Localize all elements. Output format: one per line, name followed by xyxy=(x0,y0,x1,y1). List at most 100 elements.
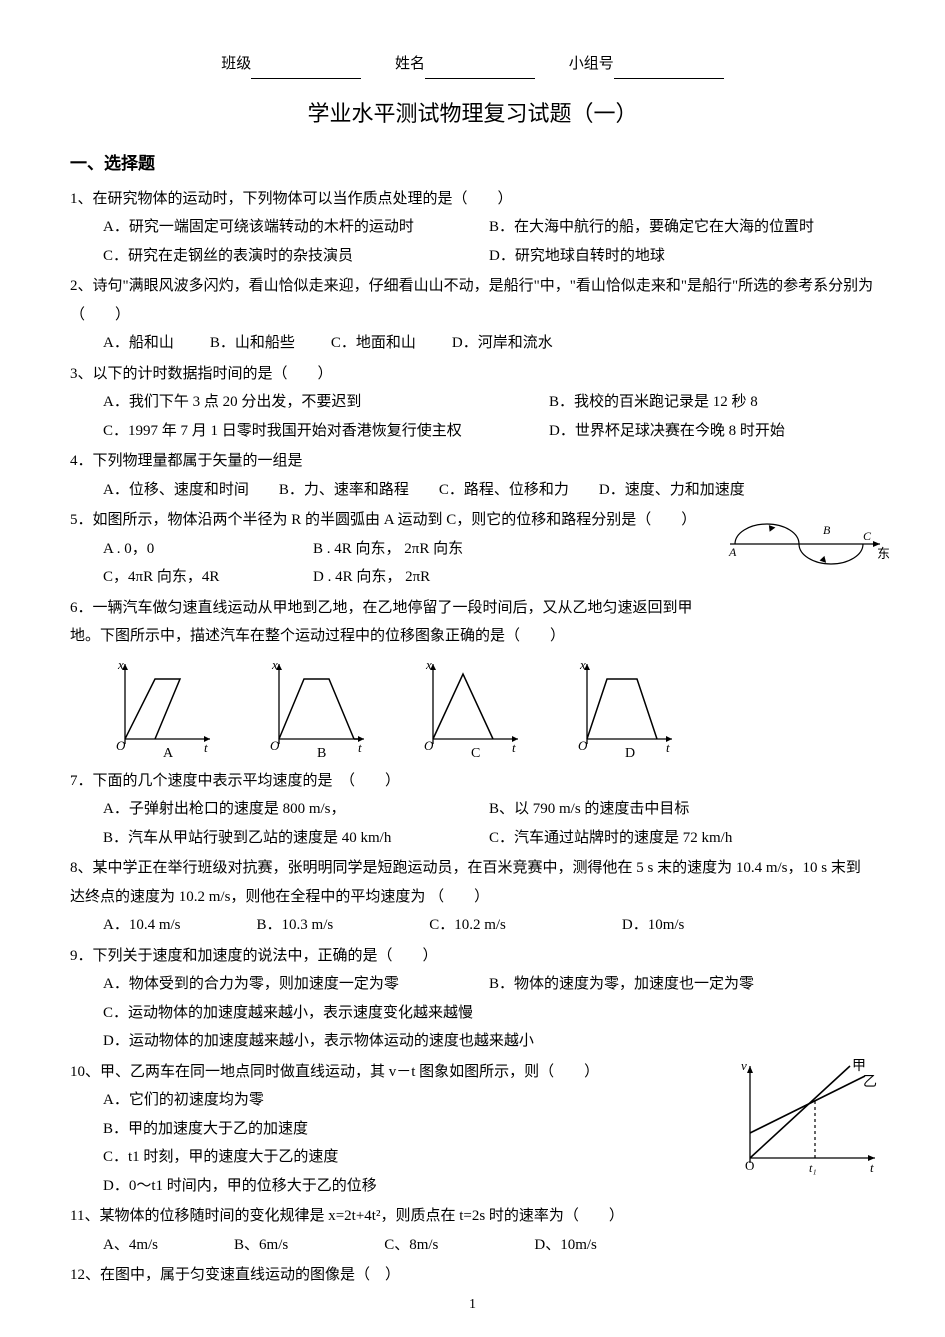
q6-stem: 6．一辆汽车做匀速直线运动从甲地到乙地，在乙地停留了一段时间后，又从乙地匀速返回… xyxy=(70,594,875,651)
question-2: 2、诗句"满眼风波多闪灼，看山恰似走来迎，仔细看山山不动，是船行"中，"看山恰似… xyxy=(70,272,875,358)
name-label: 姓名 xyxy=(395,56,425,72)
svg-text:A: A xyxy=(163,746,174,761)
q5-opt-a: A . 0，0 xyxy=(103,535,313,564)
page-number: 1 xyxy=(0,1292,945,1319)
q12-stem: 12、在图中，属于匀变速直线运动的图像是（ ） xyxy=(70,1261,875,1290)
q5-figure: A B C 东 xyxy=(725,514,895,574)
class-label: 班级 xyxy=(221,56,251,72)
q6-graph-a: x O t A xyxy=(110,659,220,759)
q9-options: A．物体受到的合力为零，则加速度一定为零 B．物体的速度为零，加速度也一定为零 … xyxy=(70,970,875,1056)
question-8: 8、某中学正在举行班级对抗赛，张明明同学是短跑运动员，在百米竞赛中，测得他在 5… xyxy=(70,854,875,940)
q11-opt-c: C、8m/s xyxy=(384,1231,438,1260)
question-7: 7．下面的几个速度中表示平均速度的是 （ ） A．子弹射出枪口的速度是 800 … xyxy=(70,767,875,853)
q1-opt-b: B．在大海中航行的船，要确定它在大海的位置时 xyxy=(489,213,875,242)
q6-graph-b: x O t B xyxy=(264,659,374,759)
q7-opt-c: B．汽车从甲站行驶到乙站的速度是 40 km/h xyxy=(103,824,489,853)
q10-opt-d: D．0～t1 时间内，甲的位移大于乙的位移 xyxy=(103,1172,715,1201)
q7-options: A．子弹射出枪口的速度是 800 m/s， B、以 790 m/s 的速度击中目… xyxy=(70,795,875,852)
q10-opt-c: C．t1 时刻，甲的速度大于乙的速度 xyxy=(103,1143,715,1172)
q1-opt-a: A．研究一端固定可绕该端转动的木杆的运动时 xyxy=(103,213,489,242)
question-12: 12、在图中，属于匀变速直线运动的图像是（ ） xyxy=(70,1261,875,1290)
q5-dir: 东 xyxy=(877,546,890,561)
q3-options: A．我们下午 3 点 20 分出发，不要迟到 B．我校的百米跑记录是 12 秒 … xyxy=(70,388,875,445)
q3-opt-c: C．1997 年 7 月 1 日零时我国开始对香港恢复行使主权 xyxy=(103,417,489,446)
q1-options: A．研究一端固定可绕该端转动的木杆的运动时 B．在大海中航行的船，要确定它在大海… xyxy=(70,213,875,270)
svg-text:O: O xyxy=(578,738,588,753)
q11-options: A、4m/s B、6m/s C、8m/s D、10m/s xyxy=(70,1231,875,1260)
svg-text:v: v xyxy=(741,1058,747,1073)
name-blank xyxy=(425,78,535,79)
question-6: 6．一辆汽车做匀速直线运动从甲地到乙地，在乙地停留了一段时间后，又从乙地匀速返回… xyxy=(70,594,875,759)
svg-text:t: t xyxy=(870,1160,874,1175)
q4-options: A．位移、速度和时间 B．力、速率和路程 C．路程、位移和力 D．速度、力和加速… xyxy=(70,476,875,505)
q4-opt-a: A．位移、速度和时间 xyxy=(103,476,249,505)
q10-opt-b: B．甲的加速度大于乙的加速度 xyxy=(103,1115,715,1144)
q6-graphs: x O t A x O t B x O t C xyxy=(110,659,875,759)
q2-opt-b: B．山和船些 xyxy=(210,329,295,358)
svg-text:t: t xyxy=(358,740,362,755)
q9-opt-c: C．运动物体的加速度越来越小，表示速度变化越来越慢 xyxy=(103,999,875,1028)
question-10: 10、甲、乙两车在同一地点同时做直线运动，其 v－t 图象如图所示，则（ ） A… xyxy=(70,1058,875,1201)
q2-opt-d: D．河岸和流水 xyxy=(452,329,553,358)
q9-opt-a: A．物体受到的合力为零，则加速度一定为零 xyxy=(103,970,489,999)
q4-stem: 4．下列物理量都属于矢量的一组是 xyxy=(70,447,875,476)
question-3: 3、以下的计时数据指时间的是（ ） A．我们下午 3 点 20 分出发，不要迟到… xyxy=(70,360,875,446)
svg-text:t₁: t₁ xyxy=(809,1161,817,1175)
svg-text:O: O xyxy=(424,738,434,753)
question-11: 11、某物体的位移随时间的变化规律是 x=2t+4t²，则质点在 t=2s 时的… xyxy=(70,1202,875,1259)
q9-stem: 9．下列关于速度和加速度的说法中，正确的是（ ） xyxy=(70,942,875,971)
question-9: 9．下列关于速度和加速度的说法中，正确的是（ ） A．物体受到的合力为零，则加速… xyxy=(70,942,875,1056)
q6-graph-c: x O t C xyxy=(418,659,528,759)
q5-pt-c: C xyxy=(863,529,872,543)
svg-text:甲: 甲 xyxy=(852,1059,866,1074)
q11-opt-d: D、10m/s xyxy=(534,1231,597,1260)
svg-text:O: O xyxy=(116,738,126,753)
group-blank xyxy=(614,78,724,79)
q7-opt-a: A．子弹射出枪口的速度是 800 m/s， xyxy=(103,795,489,824)
q4-opt-b: B．力、速率和路程 xyxy=(279,476,409,505)
q4-opt-c: C．路程、位移和力 xyxy=(439,476,569,505)
q8-stem: 8、某中学正在举行班级对抗赛，张明明同学是短跑运动员，在百米竞赛中，测得他在 5… xyxy=(70,854,875,911)
q3-opt-b: B．我校的百米跑记录是 12 秒 8 xyxy=(489,388,875,417)
q5-opt-c: C，4πR 向东，4R xyxy=(103,563,313,592)
q3-opt-d: D．世界杯足球决赛在今晚 8 时开始 xyxy=(489,417,875,446)
q10-figure: O t v t₁ 甲 乙 xyxy=(735,1058,885,1178)
q1-stem: 1、在研究物体的运动时，下列物体可以当作质点处理的是（ ） xyxy=(70,185,875,214)
group-label: 小组号 xyxy=(569,56,614,72)
q8-options: A．10.4 m/s B．10.3 m/s C．10.2 m/s D．10m/s xyxy=(70,911,875,940)
page-title: 学业水平测试物理复习试题（一） xyxy=(70,93,875,135)
question-5: 5．如图所示，物体沿两个半径为 R 的半圆弧由 A 运动到 C，则它的位移和路程… xyxy=(70,506,875,592)
svg-text:t: t xyxy=(204,740,208,755)
svg-text:x: x xyxy=(425,657,432,672)
svg-text:x: x xyxy=(117,657,124,672)
q5-pt-a: A xyxy=(728,545,737,559)
svg-text:C: C xyxy=(471,746,480,761)
svg-text:B: B xyxy=(317,746,326,761)
svg-text:O: O xyxy=(745,1158,754,1173)
svg-text:O: O xyxy=(270,738,280,753)
q1-opt-c: C．研究在走钢丝的表演时的杂技演员 xyxy=(103,242,489,271)
header-fields: 班级 姓名 小组号 xyxy=(70,50,875,79)
q3-stem: 3、以下的计时数据指时间的是（ ） xyxy=(70,360,875,389)
svg-text:乙: 乙 xyxy=(863,1074,877,1090)
q2-opt-c: C．地面和山 xyxy=(331,329,416,358)
q3-opt-a: A．我们下午 3 点 20 分出发，不要迟到 xyxy=(103,388,489,417)
q10-opt-a: A．它们的初速度均为零 xyxy=(103,1086,715,1115)
q7-opt-d: C．汽车通过站牌时的速度是 72 km/h xyxy=(489,824,875,853)
q11-opt-b: B、6m/s xyxy=(234,1231,288,1260)
q9-opt-b: B．物体的速度为零，加速度也一定为零 xyxy=(489,970,875,999)
q1-opt-d: D．研究地球自转时的地球 xyxy=(489,242,875,271)
svg-text:t: t xyxy=(666,740,670,755)
svg-text:D: D xyxy=(625,746,635,761)
class-blank xyxy=(251,78,361,79)
q7-opt-b: B、以 790 m/s 的速度击中目标 xyxy=(489,795,875,824)
q7-stem: 7．下面的几个速度中表示平均速度的是 （ ） xyxy=(70,767,875,796)
q5-pt-b: B xyxy=(823,523,831,537)
q2-options: A．船和山 B．山和船些 C．地面和山 D．河岸和流水 xyxy=(70,329,875,358)
q2-stem: 2、诗句"满眼风波多闪灼，看山恰似走来迎，仔细看山山不动，是船行"中，"看山恰似… xyxy=(70,272,875,329)
q2-opt-a: A．船和山 xyxy=(103,329,174,358)
question-1: 1、在研究物体的运动时，下列物体可以当作质点处理的是（ ） A．研究一端固定可绕… xyxy=(70,185,875,271)
q8-opt-c: C．10.2 m/s xyxy=(429,911,506,940)
svg-text:x: x xyxy=(579,657,586,672)
q8-opt-a: A．10.4 m/s xyxy=(103,911,181,940)
